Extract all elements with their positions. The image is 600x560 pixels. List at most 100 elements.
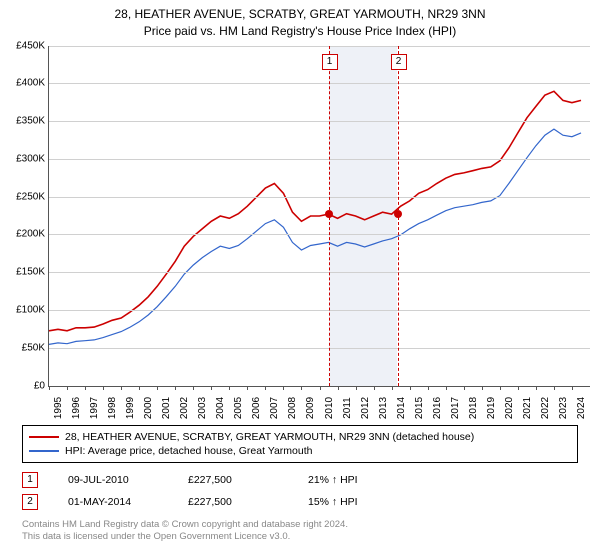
gridline	[49, 159, 590, 160]
footer-line-1: Contains HM Land Registry data © Crown c…	[22, 519, 578, 531]
legend-swatch	[29, 436, 59, 438]
gridline	[49, 272, 590, 273]
sale-dot	[325, 210, 333, 218]
x-tick	[428, 386, 429, 390]
events-table: 1 09-JUL-2010£227,50021% ↑ HPI 201-MAY-201…	[22, 469, 578, 513]
x-tick	[338, 386, 339, 390]
x-axis-label: 1995	[49, 396, 64, 418]
y-axis-label: £200K	[16, 229, 49, 240]
x-axis-label: 2011	[338, 397, 353, 419]
x-tick	[500, 386, 501, 390]
chart-container: 28, HEATHER AVENUE, SCRATBY, GREAT YARMO…	[0, 0, 600, 543]
x-axis-label: 1999	[121, 396, 136, 418]
x-axis-label: 2013	[374, 396, 389, 418]
gridline	[49, 310, 590, 311]
title-block: 28, HEATHER AVENUE, SCRATBY, GREAT YARMO…	[0, 0, 600, 40]
title-subtitle: Price paid vs. HM Land Registry's House …	[0, 23, 600, 40]
x-tick	[103, 386, 104, 390]
x-tick	[392, 386, 393, 390]
x-tick	[482, 386, 483, 390]
x-axis-label: 2009	[301, 396, 316, 418]
x-tick	[175, 386, 176, 390]
x-tick	[265, 386, 266, 390]
y-axis-label: £400K	[16, 78, 49, 89]
x-axis-label: 2012	[356, 396, 371, 418]
footer: Contains HM Land Registry data © Crown c…	[22, 519, 578, 544]
y-axis-label: £0	[34, 380, 49, 391]
gridline	[49, 83, 590, 84]
event-price: £227,500	[188, 474, 308, 486]
gridline	[49, 46, 590, 47]
x-tick	[536, 386, 537, 390]
x-tick	[121, 386, 122, 390]
y-axis-label: £350K	[16, 116, 49, 127]
x-axis-label: 2019	[482, 396, 497, 418]
x-axis-label: 2006	[247, 396, 262, 418]
y-axis-label: £300K	[16, 153, 49, 164]
x-axis-label: 1997	[85, 396, 100, 418]
x-axis-label: 2024	[572, 396, 587, 418]
gridline	[49, 234, 590, 235]
event-marker: 2	[391, 54, 407, 70]
x-tick	[49, 386, 50, 390]
sale-dot	[394, 210, 402, 218]
x-tick	[356, 386, 357, 390]
event-marker: 1	[322, 54, 338, 70]
x-axis-label: 1998	[103, 396, 118, 418]
gridline	[49, 197, 590, 198]
x-tick	[301, 386, 302, 390]
y-axis-label: £250K	[16, 191, 49, 202]
x-axis-label: 2015	[410, 396, 425, 418]
series-line	[49, 91, 581, 330]
x-axis-label: 2017	[446, 396, 461, 418]
y-axis-label: £450K	[16, 40, 49, 51]
x-tick	[193, 386, 194, 390]
x-tick	[85, 386, 86, 390]
x-tick	[157, 386, 158, 390]
event-table-row: 201-MAY-2014£227,50015% ↑ HPI	[22, 491, 578, 513]
x-axis-label: 2020	[500, 396, 515, 418]
y-axis-label: £100K	[16, 305, 49, 316]
event-delta: 21% ↑ HPI	[308, 474, 428, 486]
x-tick	[229, 386, 230, 390]
x-tick	[518, 386, 519, 390]
x-axis-label: 2023	[554, 396, 569, 418]
x-tick	[374, 386, 375, 390]
x-tick	[410, 386, 411, 390]
legend-row: HPI: Average price, detached house, Grea…	[29, 444, 571, 458]
x-axis-label: 1996	[67, 396, 82, 418]
y-axis-label: £50K	[22, 342, 49, 353]
legend: 28, HEATHER AVENUE, SCRATBY, GREAT YARMO…	[22, 425, 578, 463]
event-date: 01-MAY-2014	[68, 496, 188, 508]
x-axis-label: 2010	[320, 396, 335, 418]
x-tick	[283, 386, 284, 390]
event-delta: 15% ↑ HPI	[308, 496, 428, 508]
event-date: 09-JUL-2010	[68, 474, 188, 486]
legend-label: HPI: Average price, detached house, Grea…	[65, 445, 312, 457]
gridline	[49, 348, 590, 349]
x-axis-label: 2014	[392, 396, 407, 418]
x-tick	[139, 386, 140, 390]
x-tick	[247, 386, 248, 390]
x-tick	[446, 386, 447, 390]
x-tick	[67, 386, 68, 390]
event-table-row: 1 09-JUL-2010£227,50021% ↑ HPI	[22, 469, 578, 491]
x-axis-label: 2008	[283, 396, 298, 418]
legend-label: 28, HEATHER AVENUE, SCRATBY, GREAT YARMO…	[65, 431, 474, 443]
x-tick	[464, 386, 465, 390]
x-axis-label: 2007	[265, 396, 280, 418]
x-tick	[572, 386, 573, 390]
title-address: 28, HEATHER AVENUE, SCRATBY, GREAT YARMO…	[0, 6, 600, 23]
legend-swatch	[29, 450, 59, 452]
x-tick	[320, 386, 321, 390]
x-axis-label: 2003	[193, 396, 208, 418]
x-axis-label: 2021	[518, 396, 533, 418]
x-axis-label: 2004	[211, 396, 226, 418]
x-tick	[554, 386, 555, 390]
footer-line-2: This data is licensed under the Open Gov…	[22, 531, 578, 543]
x-axis-label: 2000	[139, 396, 154, 418]
event-number-box: 1	[22, 472, 38, 488]
x-tick	[211, 386, 212, 390]
x-axis-label: 2016	[428, 396, 443, 418]
x-axis-label: 2001	[157, 396, 172, 418]
